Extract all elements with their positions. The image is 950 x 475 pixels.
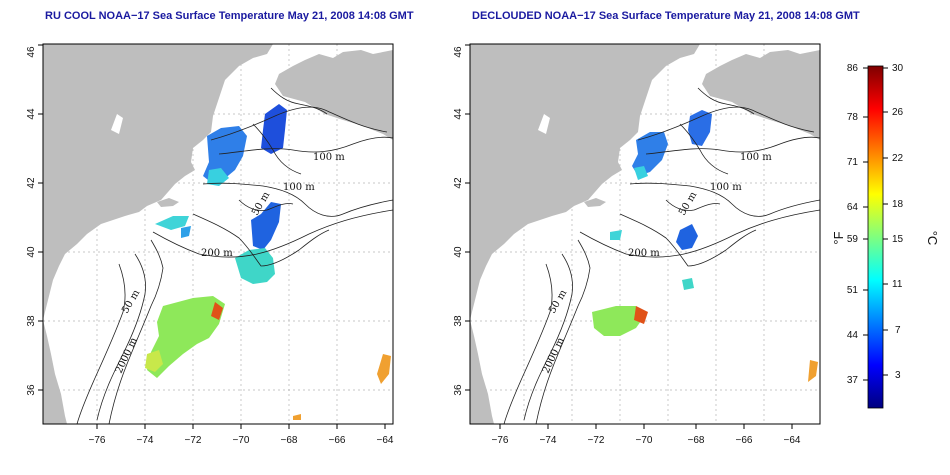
- fahrenheit-unit: °F: [831, 231, 846, 244]
- svg-text:44: 44: [453, 108, 464, 120]
- colorbar-gradient: [867, 65, 884, 409]
- svg-text:38: 38: [453, 315, 464, 327]
- svg-text:44: 44: [847, 330, 859, 341]
- svg-text:38: 38: [26, 315, 37, 327]
- svg-text:46: 46: [26, 46, 37, 58]
- left-sst-data: [145, 104, 391, 420]
- svg-text:100 m: 100 m: [283, 182, 315, 193]
- svg-text:−66: −66: [329, 435, 346, 446]
- svg-text:36: 36: [453, 384, 464, 396]
- svg-text:−72: −72: [185, 435, 202, 446]
- svg-text:200 m: 200 m: [628, 248, 660, 259]
- svg-text:−76: −76: [89, 435, 106, 446]
- svg-text:−68: −68: [688, 435, 705, 446]
- svg-text:7: 7: [895, 325, 901, 336]
- svg-text:11: 11: [892, 279, 903, 290]
- svg-text:200 m: 200 m: [201, 248, 233, 259]
- left-panel-title: RU COOL NOAA−17 Sea Surface Temperature …: [45, 10, 414, 22]
- svg-text:100 m: 100 m: [313, 152, 345, 163]
- svg-text:−70: −70: [636, 435, 653, 446]
- svg-text:40: 40: [453, 246, 464, 258]
- svg-text:71: 71: [847, 157, 859, 168]
- svg-text:−70: −70: [233, 435, 250, 446]
- svg-text:−64: −64: [377, 435, 394, 446]
- svg-text:86: 86: [847, 63, 859, 74]
- svg-text:−66: −66: [736, 435, 753, 446]
- svg-text:30: 30: [892, 63, 904, 74]
- svg-text:3: 3: [895, 370, 901, 381]
- right-sst-data: [592, 110, 818, 382]
- svg-text:78: 78: [847, 112, 859, 123]
- svg-text:40: 40: [26, 246, 37, 258]
- celsius-unit: °C: [925, 231, 940, 246]
- left-map-panel: 100 m 100 m 50 m 200 m 50 m 2000 m: [42, 43, 394, 425]
- svg-text:26: 26: [892, 107, 904, 118]
- svg-text:100 m: 100 m: [710, 182, 742, 193]
- right-x-axis: −76 −74 −72 −70 −68 −66 −64: [492, 424, 801, 446]
- svg-text:46: 46: [453, 46, 464, 58]
- colorbar: 86 78 71 64 59 51 44 37 30 26 22 18 15 1…: [831, 63, 940, 409]
- svg-text:64: 64: [847, 202, 859, 213]
- svg-text:51: 51: [847, 285, 859, 296]
- left-x-axis: −76 −74 −72 −70 −68 −66 −64: [89, 424, 394, 446]
- svg-text:−74: −74: [137, 435, 154, 446]
- svg-text:22: 22: [892, 153, 904, 164]
- svg-text:37: 37: [847, 375, 859, 386]
- svg-text:59: 59: [847, 234, 859, 245]
- right-y-axis: 36 38 40 42 44 46: [453, 44, 470, 396]
- svg-text:42: 42: [453, 177, 464, 189]
- svg-text:−76: −76: [492, 435, 509, 446]
- svg-text:−74: −74: [540, 435, 557, 446]
- svg-text:42: 42: [26, 177, 37, 189]
- svg-text:36: 36: [26, 384, 37, 396]
- svg-text:44: 44: [26, 108, 37, 120]
- svg-text:18: 18: [892, 199, 904, 210]
- right-panel-title: DECLOUDED NOAA−17 Sea Surface Temperatur…: [472, 10, 860, 22]
- left-y-axis: 36 38 40 42 44 46: [26, 44, 43, 396]
- svg-text:−68: −68: [281, 435, 298, 446]
- svg-text:−72: −72: [588, 435, 605, 446]
- svg-text:−64: −64: [784, 435, 801, 446]
- svg-text:100 m: 100 m: [740, 152, 772, 163]
- right-map-panel: 100 m 100 m 50 m 200 m 50 m 2000 m: [469, 43, 821, 425]
- svg-text:15: 15: [892, 234, 904, 245]
